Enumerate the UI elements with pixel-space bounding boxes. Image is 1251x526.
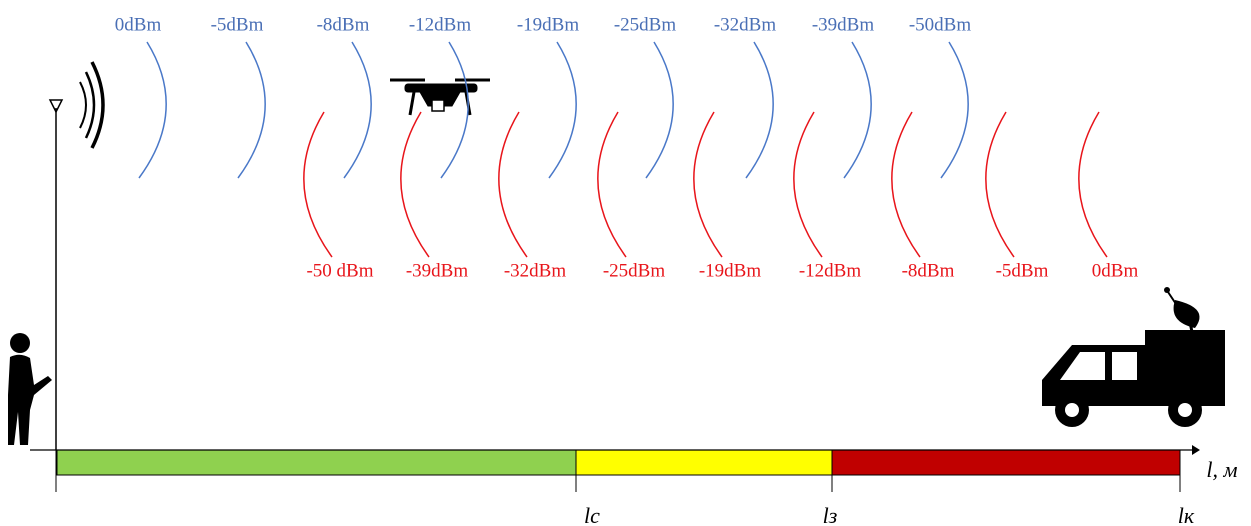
signal-arc [746, 42, 773, 178]
signal-arc [499, 112, 527, 257]
signal-arc [844, 42, 871, 178]
red-label: -25dBm [603, 260, 666, 281]
blue-label: -25dBm [614, 14, 677, 35]
signal-arc [401, 112, 429, 257]
blue-label: -8dBm [317, 14, 370, 35]
signal-arc [344, 42, 371, 178]
signal-arc [238, 42, 265, 178]
signal-arc [694, 112, 722, 257]
axis-label: l, м [1206, 457, 1237, 482]
blue-label: -19dBm [517, 14, 580, 35]
blue-label: -32dBm [714, 14, 777, 35]
signal-arc [646, 42, 673, 178]
red-label: -19dBm [699, 260, 762, 281]
blue-label: -12dBm [409, 14, 472, 35]
red-label: -39dBm [406, 260, 469, 281]
truck-icon [1042, 287, 1225, 427]
red-label: -12dBm [799, 260, 862, 281]
signal-arc [304, 112, 332, 257]
blue-label: -50dBm [909, 14, 972, 35]
signal-arc [892, 112, 920, 257]
blue-label: -39dBm [812, 14, 875, 35]
signal-arc [1079, 112, 1107, 257]
axis-mark: lз [823, 503, 838, 526]
signal-arc [794, 112, 822, 257]
red-label: 0dBm [1092, 260, 1139, 281]
signal-arc [986, 112, 1014, 257]
diagram: l, м lc lз lк 0dBm -5dBm -8dBm -12dBm -19dBm… [0, 0, 1251, 526]
signal-arc [598, 112, 626, 257]
blue-label: -5dBm [211, 14, 264, 35]
axis-mark: lк [1178, 503, 1195, 526]
signal-arc [549, 42, 576, 178]
red-label: -50 dBm [306, 260, 373, 281]
signal-arc [941, 42, 968, 178]
person-icon [8, 333, 52, 445]
red-label: -32dBm [504, 260, 567, 281]
antenna [50, 62, 103, 450]
blue-label: 0dBm [115, 14, 162, 35]
red-label: -5dBm [996, 260, 1049, 281]
red-label: -8dBm [902, 260, 955, 281]
drone-icon [390, 80, 490, 115]
distance-bar [30, 445, 1200, 492]
signal-arc [441, 42, 468, 178]
signal-arc [139, 42, 166, 178]
axis-mark: lc [584, 503, 600, 526]
